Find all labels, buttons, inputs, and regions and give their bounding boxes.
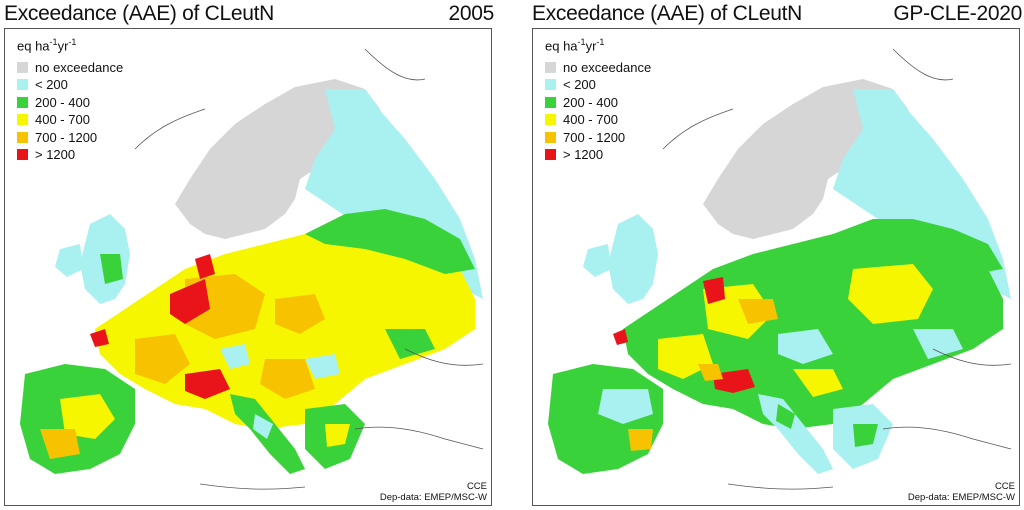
legend-swatch — [545, 79, 556, 91]
credit-data: Dep-data: EMEP/MSC-W — [907, 492, 1015, 503]
legend-swatch — [545, 149, 556, 161]
legend-item: 400 - 700 — [17, 111, 123, 129]
europe-map — [20, 48, 484, 490]
legend-swatch — [17, 79, 28, 91]
legend-unit: eq ha-1yr-1 — [545, 37, 605, 54]
europe-map — [548, 48, 1012, 490]
legend-item: > 1200 — [545, 146, 651, 164]
scandinavia-region — [175, 79, 380, 239]
credit-data: Dep-data: EMEP/MSC-W — [379, 492, 487, 503]
british-isles-region — [608, 214, 658, 304]
legend-item: 700 - 1200 — [545, 128, 651, 146]
map-frame: eq ha-1yr-1 no exceedance < 200 200 - 40… — [532, 28, 1020, 506]
legend-swatch — [545, 96, 556, 108]
map-title: Exceedance (AAE) of CLeutN — [532, 2, 803, 25]
legend: eq ha-1yr-1 no exceedance < 200 200 - 40… — [17, 37, 123, 163]
legend-item: > 1200 — [17, 146, 123, 164]
red-hotspot — [703, 277, 725, 304]
map-panel-2005: Exceedance (AAE) of CLeutN 2005 — [4, 0, 494, 510]
credits: CCE Dep-data: EMEP/MSC-W — [908, 481, 1015, 503]
italy-region — [758, 394, 833, 474]
legend-swatch — [545, 114, 556, 126]
legend-item: 400 - 700 — [545, 111, 651, 129]
legend-item: 200 - 400 — [545, 93, 651, 111]
credit-cce: CCE — [994, 481, 1015, 492]
scandinavia-region — [703, 79, 908, 239]
legend-swatch — [17, 149, 28, 161]
legend-swatch — [17, 96, 28, 108]
legend-swatch — [17, 61, 28, 73]
legend-item: no exceedance — [17, 58, 123, 76]
legend-item: 200 - 400 — [17, 93, 123, 111]
legend-swatch — [545, 61, 556, 73]
legend-swatch — [545, 131, 556, 143]
map-title: Exceedance (AAE) of CLeutN — [4, 2, 275, 25]
legend-item: no exceedance — [545, 58, 651, 76]
legend-swatch — [17, 114, 28, 126]
legend-item: < 200 — [17, 76, 123, 94]
credit-cce: CCE — [466, 481, 487, 492]
iberia-region — [548, 364, 663, 474]
scenario-label: GP-CLE-2020 — [893, 2, 1022, 25]
map-frame: eq ha-1yr-1 no exceedance < 200 200 - 40… — [4, 28, 492, 506]
red-hotspot — [170, 279, 210, 324]
legend-unit: eq ha-1yr-1 — [17, 37, 77, 54]
legend-swatch — [17, 131, 28, 143]
credits: CCE Dep-data: EMEP/MSC-W — [380, 481, 487, 503]
legend: eq ha-1yr-1 no exceedance < 200 200 - 40… — [545, 37, 651, 163]
legend-item: < 200 — [545, 76, 651, 94]
map-panel-2020: Exceedance (AAE) of CLeutN GP-CLE-2020 — [532, 0, 1022, 510]
legend-item: 700 - 1200 — [17, 128, 123, 146]
scenario-label: 2005 — [448, 2, 494, 25]
